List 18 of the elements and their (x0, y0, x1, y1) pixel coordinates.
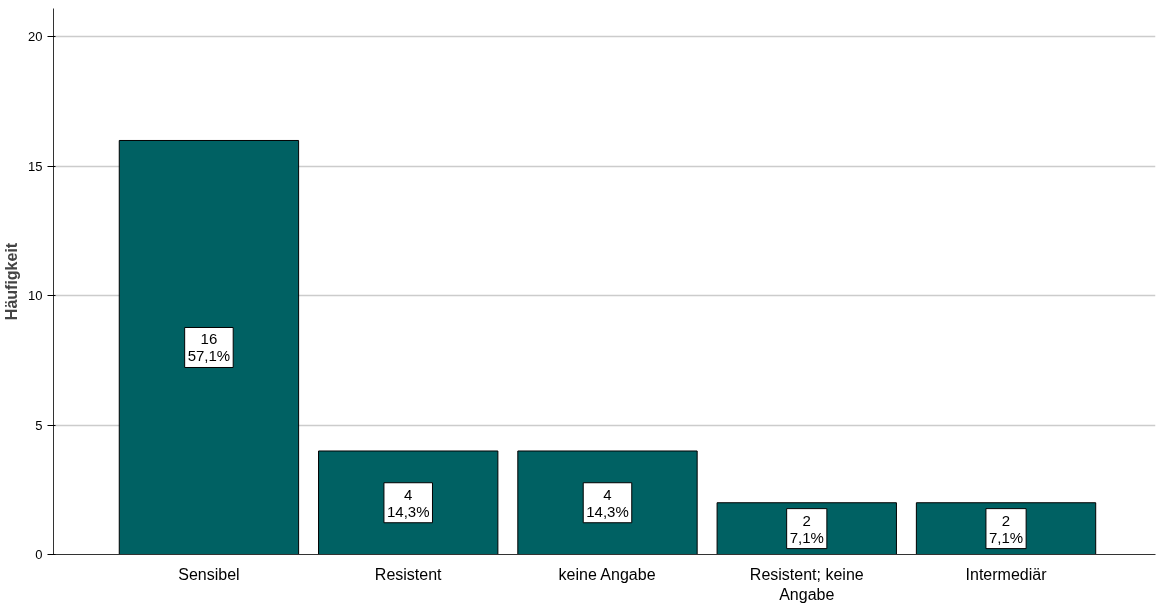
x-tick-label: Intermediär (965, 565, 1048, 583)
x-tick-label: keine Angabe (558, 565, 656, 583)
y-tick-label: 15 (28, 158, 43, 174)
data-label: 2 7,1% (789, 511, 824, 546)
y-axis-title: Häufigkeit (3, 242, 21, 321)
y-tick-label: 0 (35, 547, 43, 562)
bar (517, 450, 698, 555)
data-label: 2 7,1% (988, 511, 1024, 546)
bar (118, 139, 300, 555)
x-tick-label: Resistent; keine Angabe (749, 565, 864, 603)
x-tick-label: Sensibel (178, 565, 240, 583)
y-tick-label: 10 (28, 288, 43, 304)
y-tick-label: 20 (28, 29, 43, 45)
y-tick-label: 5 (35, 417, 43, 433)
x-tick-label: Resistent (374, 565, 443, 583)
data-label: 4 14,3% (586, 485, 629, 520)
data-label: 4 14,3% (386, 485, 430, 520)
data-label: 16 57,1% (187, 330, 231, 365)
